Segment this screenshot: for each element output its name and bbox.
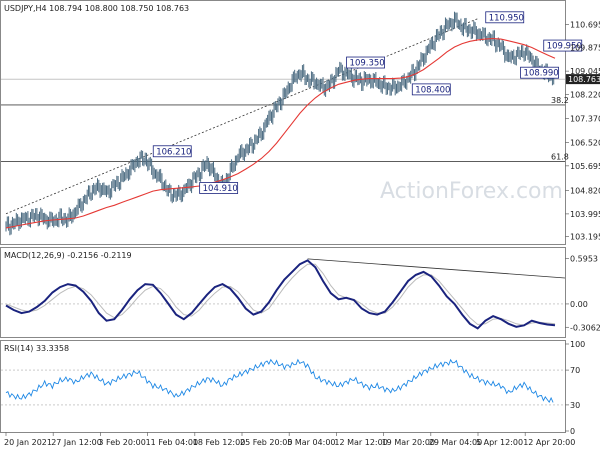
x-tick-label: 29 Mar 04:00 [429, 438, 482, 447]
price-tick-label: 106.520 [570, 139, 600, 148]
price-tick-label: 109.875 [570, 44, 600, 53]
rsi-tick-label: 70 [570, 366, 580, 375]
price-label: 110.950 [489, 13, 524, 23]
rsi-line [5, 358, 554, 403]
rsi-panel-frame [0, 340, 566, 433]
price-tick-label: 108.220 [570, 90, 600, 99]
fib-level-label: 38.2 [551, 96, 569, 105]
rsi-header: RSI(14) 33.3358 [4, 344, 69, 353]
price-tick-label: 110.695 [570, 21, 600, 30]
rsi-panel [1, 358, 565, 406]
price-label: 108.400 [415, 85, 450, 95]
fib-level-label: 61.8 [551, 152, 569, 161]
macd-tick-label: -0.3062 [570, 323, 600, 332]
price-label-box [152, 145, 192, 158]
price-label: 106.210 [156, 147, 191, 157]
macd-tick-label: 0.5953 [570, 254, 598, 263]
price-label-box [199, 182, 239, 194]
x-tick-label: 5 Apr 12:00 [476, 438, 523, 447]
macd-line [5, 259, 556, 330]
rsi-tick-label: 100 [570, 340, 585, 349]
price-label-box [346, 56, 385, 69]
x-tick-label: 12 Mar 12:00 [334, 438, 387, 447]
x-tick-label: 5 Mar 04:00 [287, 438, 335, 447]
x-tick-label: 18 Feb 12:00 [193, 438, 245, 447]
moving-average-line [5, 37, 556, 229]
x-tick-label: 20 Jan 2021 [4, 438, 52, 447]
x-tick-label: 11 Feb 04:00 [146, 438, 198, 447]
price-label: 109.350 [350, 59, 385, 69]
macd-trendline [307, 258, 566, 279]
price-tick-label: 103.195 [570, 232, 600, 241]
macd-header: MACD(12,26,9) -0.2156 -0.2119 [4, 251, 132, 260]
x-tick-label: 27 Jan 12:00 [51, 438, 102, 447]
macd-panel [1, 258, 566, 330]
price-header: USDJPY,H4 108.794 108.800 108.750 108.76… [4, 4, 189, 13]
price-label-box [485, 11, 525, 24]
x-tick-label: 19 Mar 20:00 [382, 438, 435, 447]
price-panel: 38.2 61.8 110.950 109.350 108.400 106.210 104.… [1, 11, 583, 236]
x-tick-label: 25 Feb 20:00 [240, 438, 292, 447]
price-label-box [543, 39, 583, 52]
macd-panel-frame [0, 247, 566, 338]
current-price-box [566, 74, 600, 85]
x-tick-label: 3 Feb 20:00 [98, 438, 145, 447]
price-label-box [520, 66, 559, 79]
macd-tick-label: 0.00 [570, 300, 588, 309]
price-tick-label: 103.995 [570, 210, 600, 219]
price-label: 109.950 [547, 42, 582, 52]
price-trendline [5, 18, 478, 215]
x-tick-label: 12 Apr 20:00 [523, 438, 575, 447]
axes: 110.695 109.875 109.045 108.220 107.370 106.5… [4, 21, 600, 447]
watermark: ActionForex.com [380, 179, 563, 204]
price-tick-label: 109.045 [570, 67, 600, 76]
price-label: 104.910 [203, 184, 238, 194]
price-tick-label: 107.370 [570, 114, 600, 123]
price-tick-label: 104.820 [570, 187, 600, 196]
rsi-tick-label: 30 [570, 401, 580, 410]
current-price-label: 108.763 [568, 75, 600, 84]
price-label-box [411, 83, 451, 96]
rsi-tick-label: 0 [570, 427, 575, 436]
price-tick-label: 105.695 [570, 162, 600, 171]
price-label: 108.990 [524, 69, 559, 79]
macd-signal-line [5, 263, 556, 326]
